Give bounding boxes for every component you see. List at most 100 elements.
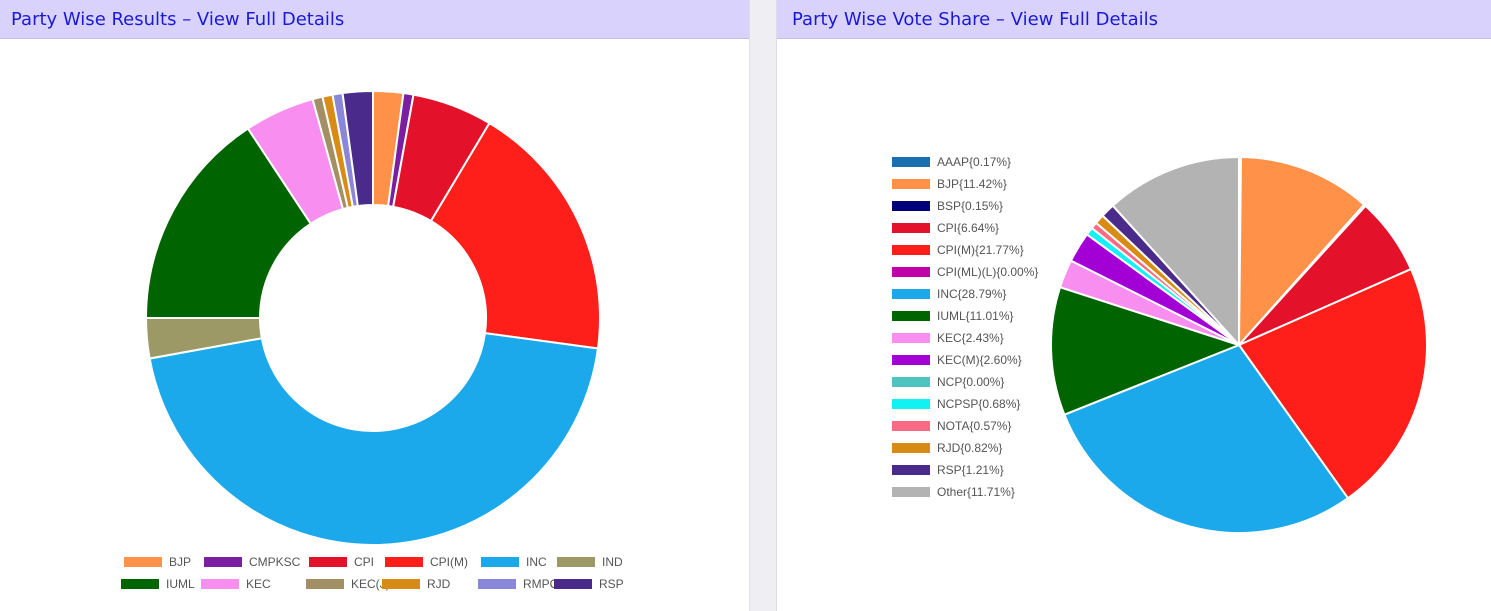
legend-item-rmpoi[interactable]: RMPOI (478, 577, 562, 591)
legend-item-rjd[interactable]: RJD{0.82%} (892, 441, 1002, 455)
legend-swatch (892, 333, 930, 343)
legend-swatch (124, 557, 162, 567)
slice-other[interactable] (1111, 155, 1240, 348)
legend-swatch (121, 579, 159, 589)
legend-item-inc[interactable]: INC{28.79%} (892, 287, 1006, 301)
legend-swatch (557, 557, 595, 567)
slice-cpi-m[interactable] (1237, 267, 1428, 500)
legend-label: IUML{11.01%} (937, 309, 1014, 323)
legend-item-ncpsp[interactable]: NCPSP{0.68%} (892, 397, 1020, 411)
legend-label: CPI(ML)(L){0.00%} (937, 265, 1038, 279)
legend-item-cpi[interactable]: CPI (309, 555, 374, 569)
legend-item-nota[interactable]: NOTA{0.57%} (892, 419, 1011, 433)
legend-label: CMPKSC (249, 555, 301, 569)
legend-item-kec-m[interactable]: KEC(M){2.60%} (892, 353, 1022, 367)
slice-iuml[interactable] (1050, 285, 1242, 416)
legend-item-kec[interactable]: KEC{2.43%} (892, 331, 1004, 345)
legend-label: INC{28.79%} (937, 287, 1006, 301)
legend-label: CPI (354, 555, 374, 569)
legend-label: NOTA{0.57%} (937, 419, 1011, 433)
legend-label: BJP{11.42%} (937, 177, 1007, 191)
legend-swatch (892, 443, 930, 453)
legend-label: CPI(M) (430, 555, 468, 569)
legend-label: KEC(J) (351, 577, 390, 591)
legend-label: RMPOI (523, 577, 562, 591)
legend-label: NCP{0.00%} (937, 375, 1004, 389)
legend-item-kec-j[interactable]: KEC(J) (306, 577, 390, 591)
legend-item-bjp[interactable]: BJP{11.42%} (892, 177, 1007, 191)
legend-label: INC (526, 555, 547, 569)
legend-swatch (892, 311, 930, 321)
legend-item-ind[interactable]: IND (557, 555, 623, 569)
legend-label: CPI{6.64%} (937, 221, 999, 235)
legend-swatch (306, 579, 344, 589)
legend-swatch (892, 355, 930, 365)
legend-item-rsp[interactable]: RSP{1.21%} (892, 463, 1004, 477)
legend-label: IUML (166, 577, 195, 591)
legend-label: RSP (599, 577, 624, 591)
slice-inc[interactable] (148, 332, 600, 546)
legend-item-rsp[interactable]: RSP (554, 577, 624, 591)
legend-swatch (892, 289, 930, 299)
vote-share-pie-chart: AAAP{0.17%} BJP{11.42%} BSP{0.15%} CPI{6.64… (892, 155, 1428, 534)
party-results-title-link[interactable]: Party Wise Results – View Full Details (11, 8, 345, 30)
legend-item-iuml[interactable]: IUML (121, 577, 195, 591)
legend-item-kec[interactable]: KEC (201, 577, 271, 591)
legend-item-cpi-m[interactable]: CPI(M) (385, 555, 468, 569)
slice-rsp[interactable] (341, 89, 374, 208)
vote-share-title-link[interactable]: Party Wise Vote Share – View Full Detail… (792, 8, 1158, 30)
legend-swatch (382, 579, 420, 589)
legend-label: BJP (169, 555, 191, 569)
slice-cpi-m[interactable] (429, 121, 601, 350)
legend-item-cpi-ml-l[interactable]: CPI(ML)(L){0.00%} (892, 265, 1038, 279)
legend-swatch (892, 201, 930, 211)
slice-bjp[interactable] (1237, 156, 1366, 348)
legend-swatch (892, 487, 930, 497)
legend-swatch (892, 377, 930, 387)
legend-item-cpi[interactable]: CPI{6.64%} (892, 221, 999, 235)
legend-item-other[interactable]: Other{11.71%} (892, 485, 1015, 499)
legend-swatch (481, 557, 519, 567)
slice-inc[interactable] (1063, 343, 1350, 534)
legend-swatch (554, 579, 592, 589)
legend-swatch (478, 579, 516, 589)
legend-swatch (892, 399, 930, 409)
legend-swatch (892, 179, 930, 189)
legend-swatch (892, 245, 930, 255)
party-results-header: Party Wise Results – View Full Details (0, 0, 749, 39)
legend-item-cmpksc[interactable]: CMPKSC (204, 555, 301, 569)
slice-iuml[interactable] (144, 127, 313, 319)
legend-item-cpi-m[interactable]: CPI(M){21.77%} (892, 243, 1024, 257)
legend-swatch (892, 465, 930, 475)
legend-item-bjp[interactable]: BJP (124, 555, 191, 569)
legend-label: BSP{0.15%} (937, 199, 1003, 213)
legend-swatch (309, 557, 347, 567)
legend-swatch (204, 557, 242, 567)
legend-label: IND (602, 555, 623, 569)
party-results-doughnut-chart: BJP CMPKSC CPI CPI(M) INC IND IUML KEC KEC(J) RJD… (121, 89, 624, 591)
legend-label: CPI(M){21.77%} (937, 243, 1024, 257)
legend-item-bsp[interactable]: BSP{0.15%} (892, 199, 1003, 213)
legend-item-inc[interactable]: INC (481, 555, 547, 569)
legend-swatch (201, 579, 239, 589)
legend-label: RSP{1.21%} (937, 463, 1004, 477)
legend-item-iuml[interactable]: IUML{11.01%} (892, 309, 1014, 323)
legend-label: NCPSP{0.68%} (937, 397, 1020, 411)
legend-swatch (892, 421, 930, 431)
legend-label: Other{11.71%} (937, 485, 1015, 499)
vote-share-header: Party Wise Vote Share – View Full Detail… (777, 0, 1491, 39)
party-results-panel: Party Wise Results – View Full Details B… (0, 0, 750, 611)
legend-swatch (892, 157, 930, 167)
legend-item-ncp[interactable]: NCP{0.00%} (892, 375, 1004, 389)
legend-label: RJD (427, 577, 451, 591)
legend-item-aaap[interactable]: AAAP{0.17%} (892, 155, 1011, 169)
legend-swatch (892, 223, 930, 233)
legend-swatch (385, 557, 423, 567)
legend-label: AAAP{0.17%} (937, 155, 1011, 169)
legend-label: KEC (246, 577, 271, 591)
legend-label: KEC{2.43%} (937, 331, 1004, 345)
legend-item-rjd[interactable]: RJD (382, 577, 451, 591)
vote-share-panel: Party Wise Vote Share – View Full Detail… (776, 0, 1491, 611)
legend-label: RJD{0.82%} (937, 441, 1002, 455)
legend-label: KEC(M){2.60%} (937, 353, 1022, 367)
